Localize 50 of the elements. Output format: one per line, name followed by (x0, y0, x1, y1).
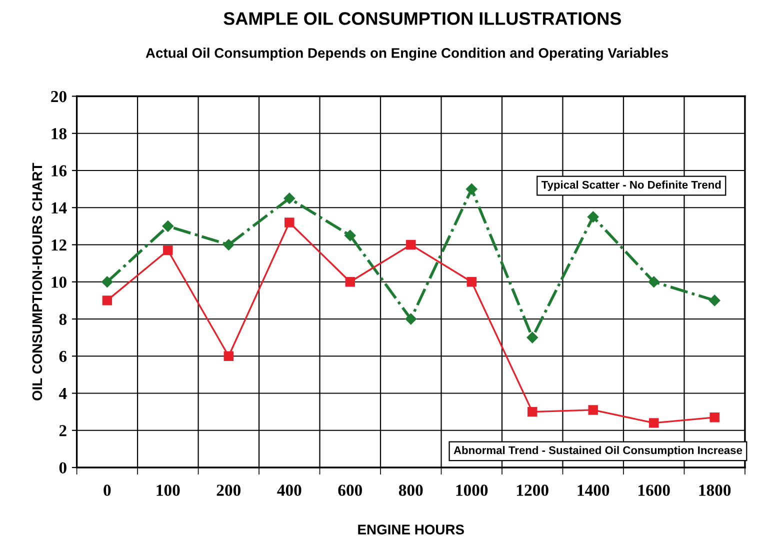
annotation: Abnormal Trend - Sustained Oil Consumption Increase (454, 446, 742, 456)
point (405, 313, 416, 325)
point (648, 418, 659, 428)
chart-title: SAMPLE OIL CONSUMPTION ILLUSTRATIONS (224, 12, 621, 25)
y-tick-label: 2 (59, 425, 66, 436)
y-tick-label: 6 (59, 350, 67, 362)
point (406, 240, 416, 250)
point (284, 218, 294, 228)
point (163, 245, 173, 256)
point (588, 211, 599, 223)
point (102, 296, 112, 306)
y-tick-label: 12 (52, 239, 66, 251)
x-tick-label: 1200 (517, 484, 548, 496)
y-tick-label: 8 (59, 314, 67, 325)
y-tick-label: 16 (52, 165, 67, 176)
point (588, 405, 598, 415)
point (526, 332, 538, 344)
y-tick-label: 20 (51, 90, 66, 102)
x-tick-label: 1000 (456, 484, 488, 496)
point (284, 192, 295, 204)
point (710, 412, 720, 422)
x-tick-label: 400 (277, 484, 302, 496)
x-axis-title: ENGINE HOURS (358, 524, 464, 534)
annotation: Typical Scatter - No Definite Trend (541, 180, 721, 191)
point (344, 230, 356, 242)
point (102, 276, 113, 288)
y-tick-label: 14 (52, 202, 67, 214)
point (345, 277, 355, 287)
chart-subtitle: Actual Oil Consumption Depends on Engine Condition and Operating Variables (146, 48, 668, 61)
y-tick-label: 10 (52, 276, 66, 288)
point (224, 351, 234, 361)
x-tick-label: 600 (338, 484, 362, 496)
point (162, 220, 174, 232)
x-tick-label: 1800 (699, 484, 731, 496)
x-tick-label: 1400 (578, 484, 610, 496)
y-axis-title: OIL CONSUMPTION-HOURS CHART (32, 162, 42, 400)
x-tick-label: 1600 (638, 484, 670, 496)
x-tick-label: 200 (216, 484, 241, 496)
point (648, 276, 660, 288)
y-tick-label: 4 (58, 388, 67, 400)
x-tick-label: 800 (398, 484, 423, 496)
y-tick-label: 0 (59, 462, 66, 474)
point (466, 183, 478, 195)
point (223, 239, 234, 250)
x-tick-label: 100 (156, 484, 180, 496)
point (528, 406, 538, 417)
point (466, 277, 476, 287)
point (708, 294, 720, 306)
x-tick-label: 0 (104, 484, 111, 496)
y-tick-label: 18 (52, 128, 67, 140)
